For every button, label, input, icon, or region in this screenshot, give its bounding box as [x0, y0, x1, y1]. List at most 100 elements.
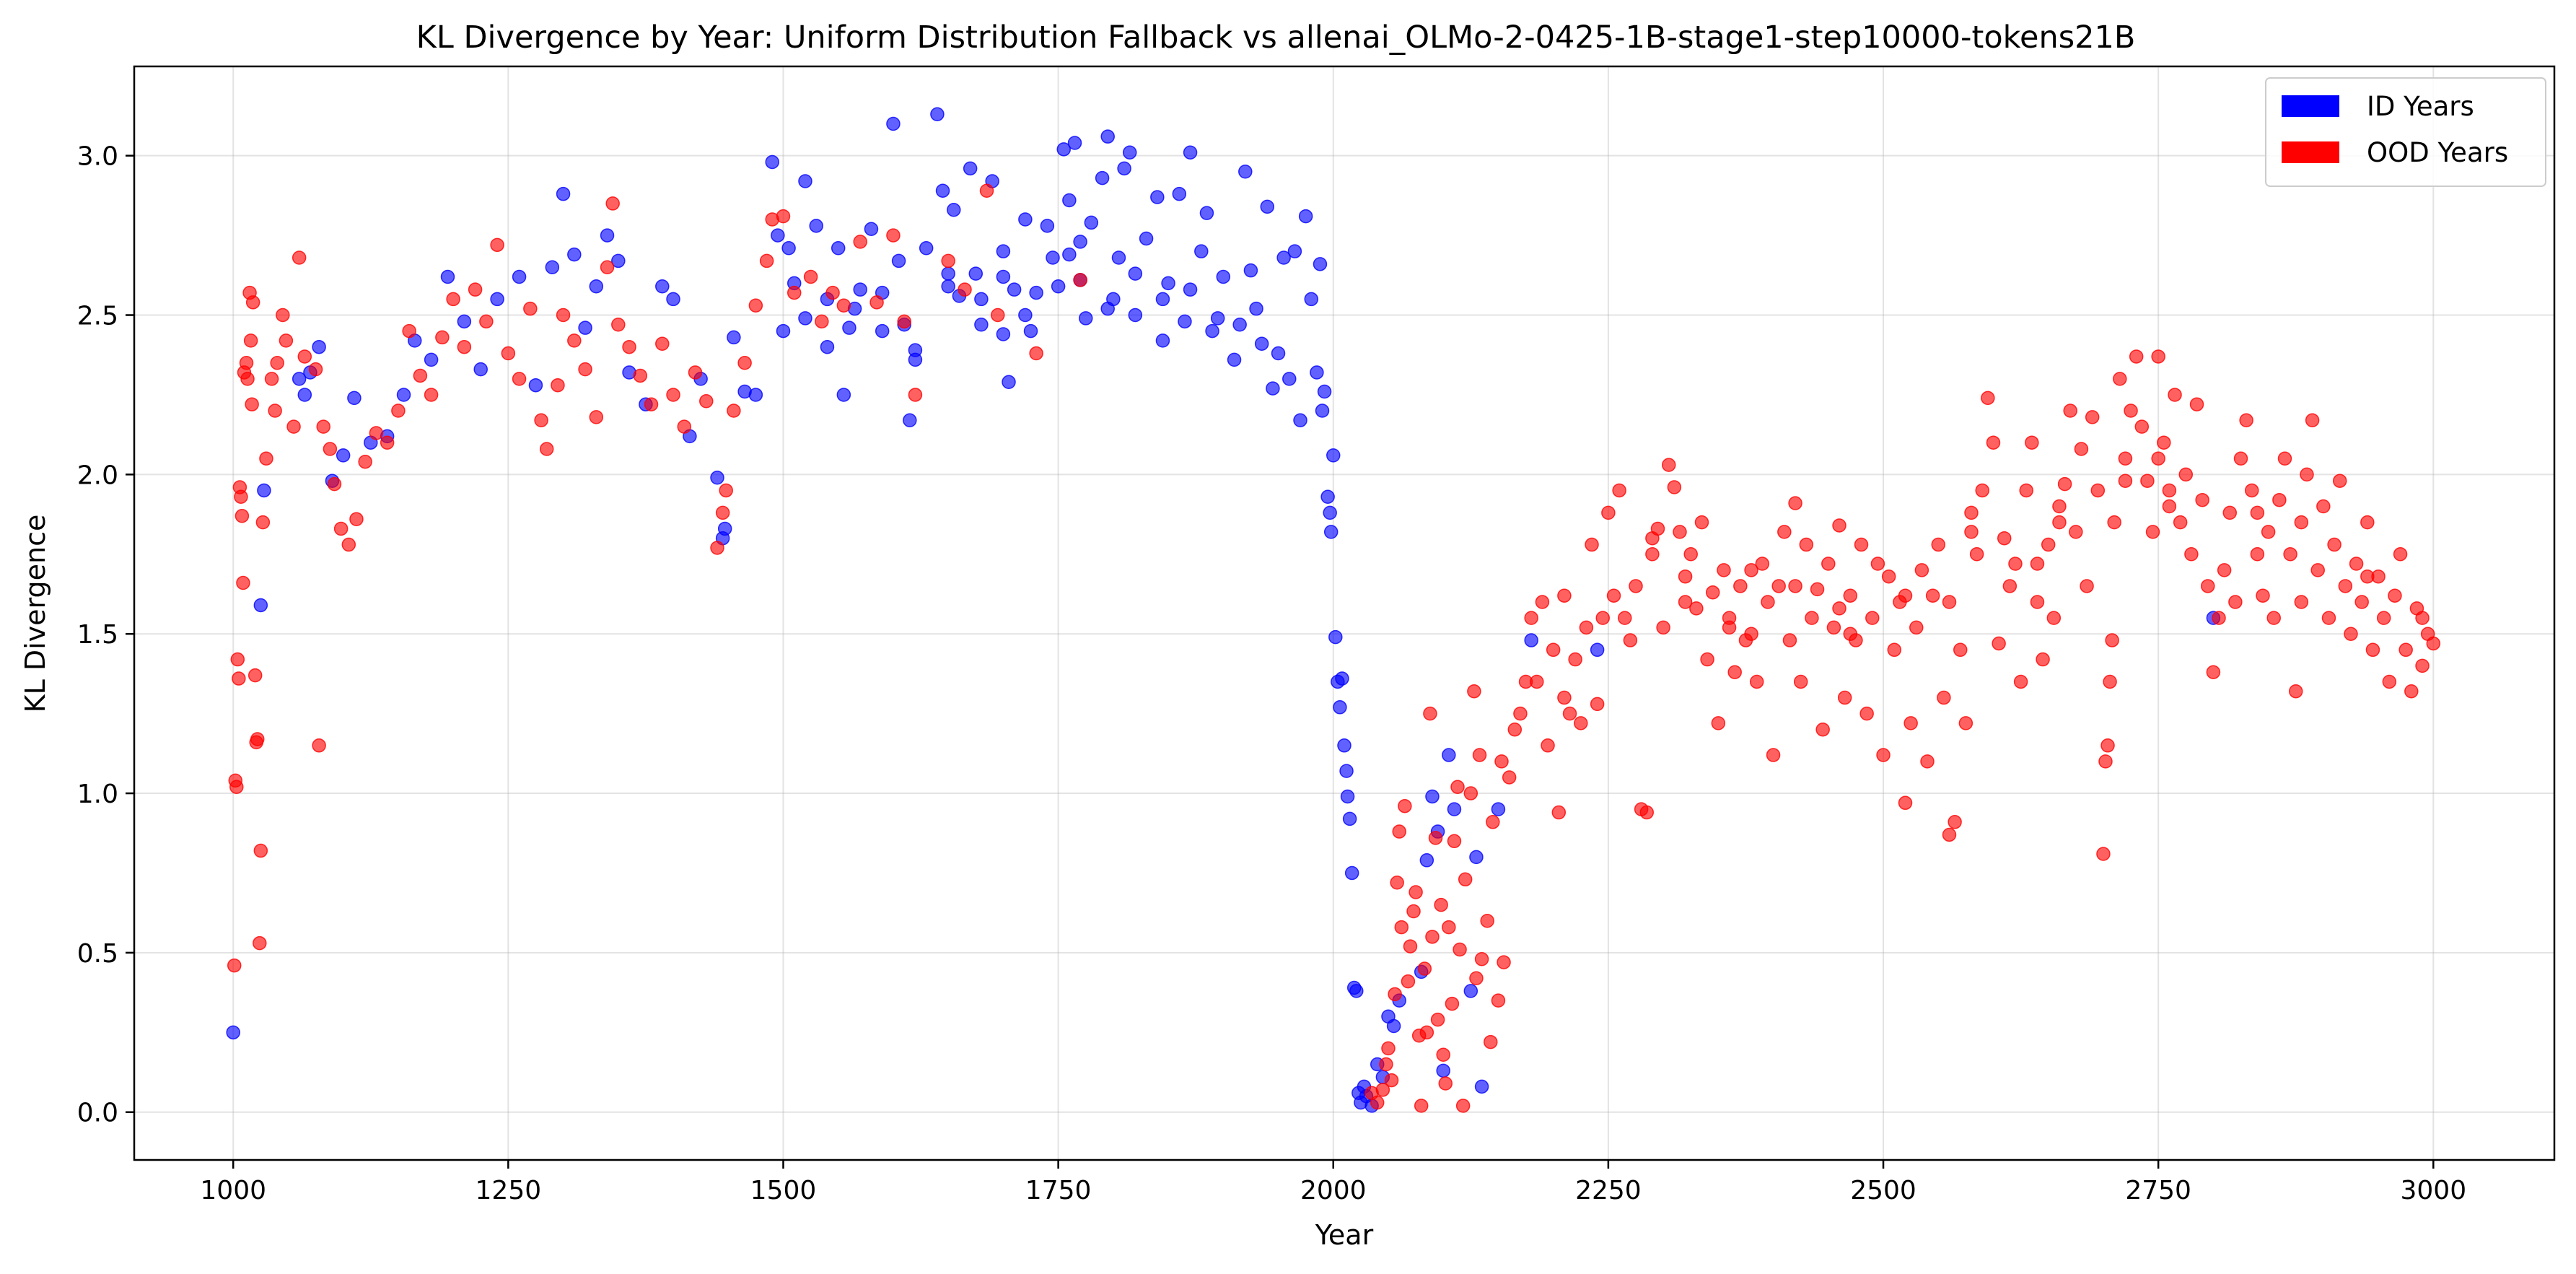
data-point [996, 244, 1011, 258]
x-tick-label: 2500 [1850, 1176, 1916, 1205]
data-point [2100, 738, 2115, 753]
data-point [974, 318, 989, 332]
data-point [473, 362, 488, 377]
data-point [1029, 346, 1043, 361]
data-point [1683, 547, 1698, 562]
data-point [556, 307, 571, 323]
data-point [227, 958, 242, 973]
data-point [1590, 697, 1605, 712]
data-point [1826, 620, 1841, 635]
data-point [1029, 285, 1043, 300]
data-point [2041, 537, 2056, 552]
data-point [1323, 505, 1337, 520]
data-point [886, 228, 901, 243]
data-point [2233, 451, 2248, 466]
data-point [229, 780, 244, 794]
data-point [2103, 674, 2117, 689]
data-point [1761, 595, 1775, 609]
data-point [941, 253, 955, 269]
data-point [2327, 537, 2341, 552]
data-point [748, 298, 763, 313]
data-point [1469, 971, 1484, 985]
data-point [1948, 815, 1962, 829]
data-point [968, 266, 983, 281]
data-point [1084, 215, 1099, 230]
data-point [276, 307, 290, 323]
data-point [1494, 754, 1509, 769]
data-point [719, 483, 733, 498]
data-point [897, 314, 911, 329]
data-point [2201, 579, 2215, 593]
data-point [886, 116, 901, 131]
data-point [312, 339, 326, 354]
data-point [1111, 250, 1126, 265]
data-point [264, 372, 279, 386]
data-point [2129, 349, 2144, 364]
data-point [1073, 235, 1087, 249]
data-point [1344, 865, 1359, 881]
data-point [1986, 435, 2001, 450]
data-point [2151, 349, 2165, 364]
data-point [2206, 665, 2221, 679]
data-point [1194, 244, 1209, 258]
data-point [232, 671, 246, 686]
data-point [1898, 795, 1913, 811]
data-point [974, 292, 989, 307]
y-tick-label: 2.5 [77, 302, 118, 331]
data-point [1056, 142, 1071, 157]
data-point [1434, 897, 1448, 912]
data-point [1645, 531, 1660, 546]
data-point [2046, 611, 2062, 625]
data-point [2124, 403, 2138, 418]
data-point [1100, 129, 1115, 144]
data-point [2113, 372, 2127, 386]
data-point [1463, 786, 1478, 800]
data-point [457, 339, 472, 354]
data-point [424, 352, 439, 367]
data-point [1612, 483, 1626, 498]
data-point [1122, 145, 1137, 160]
data-point [2288, 684, 2303, 699]
grid [134, 66, 2554, 1160]
data-point [2360, 515, 2375, 530]
data-point [2250, 547, 2265, 562]
data-point [1859, 706, 1874, 721]
data-point [1313, 257, 1328, 271]
data-point [1722, 620, 1737, 635]
data-point [1417, 961, 1432, 976]
data-point [1975, 483, 1989, 498]
data-point [1458, 872, 1473, 887]
data-point [809, 219, 823, 233]
data-point [771, 228, 785, 243]
data-point [1178, 314, 1192, 329]
data-point [1854, 537, 1869, 552]
data-point [534, 413, 548, 428]
data-point [1472, 748, 1487, 762]
data-point [699, 394, 714, 409]
data-point [1046, 250, 1060, 265]
data-point [380, 435, 395, 450]
data-point [2349, 557, 2364, 571]
data-point [1705, 585, 1720, 600]
data-point [413, 368, 428, 383]
data-point [666, 388, 680, 402]
data-point [2388, 588, 2402, 603]
data-point [1323, 525, 1339, 539]
data-point [327, 476, 342, 492]
data-point [1023, 323, 1038, 339]
data-point [1018, 307, 1033, 323]
data-point [1579, 620, 1594, 635]
data-point [236, 575, 250, 590]
data-point [551, 378, 565, 393]
data-point [1381, 1041, 1396, 1056]
data-point [600, 260, 615, 275]
x-tick-label: 3000 [2400, 1176, 2466, 1205]
data-point [727, 330, 741, 345]
data-point [253, 843, 268, 858]
data-point [1340, 789, 1355, 804]
data-point [1782, 633, 1797, 647]
data-point [710, 541, 724, 555]
data-point [1870, 557, 1885, 571]
data-point [2415, 611, 2430, 625]
data-point [1755, 557, 1770, 571]
